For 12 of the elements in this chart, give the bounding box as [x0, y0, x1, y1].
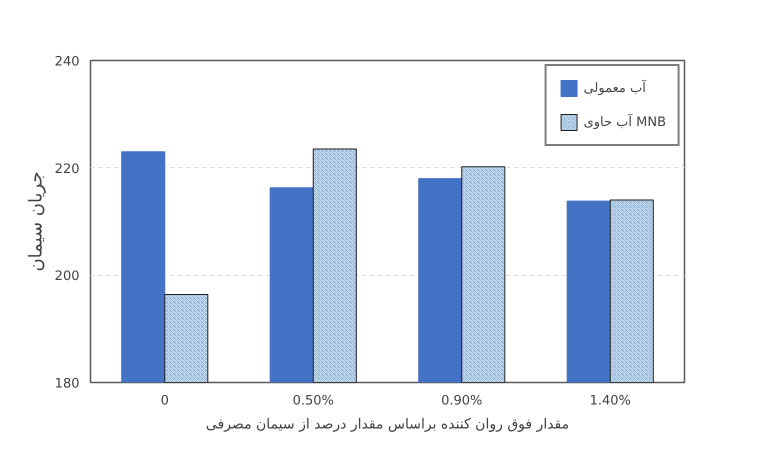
x-axis-title: مقدار فوق روان کننده براساس مقدار درصد از سیمان مصرفی: [206, 416, 570, 432]
legend-label: آب حاوی MNB: [584, 114, 666, 130]
x-tick-label: 1.40%: [590, 394, 631, 408]
x-tick-label: 0.90%: [441, 394, 482, 408]
y-tick-label: 220: [54, 162, 80, 177]
y-axis-title: جریان سیمان: [26, 171, 47, 272]
y-tick-label: 240: [54, 54, 80, 70]
legend-label: آب معمولی: [584, 80, 646, 96]
x-tick-label: 0: [160, 394, 169, 408]
y-tick-label: 180: [54, 376, 80, 392]
y-tick-label: 200: [54, 269, 80, 284]
x-tick-label: 0.50%: [292, 394, 334, 408]
